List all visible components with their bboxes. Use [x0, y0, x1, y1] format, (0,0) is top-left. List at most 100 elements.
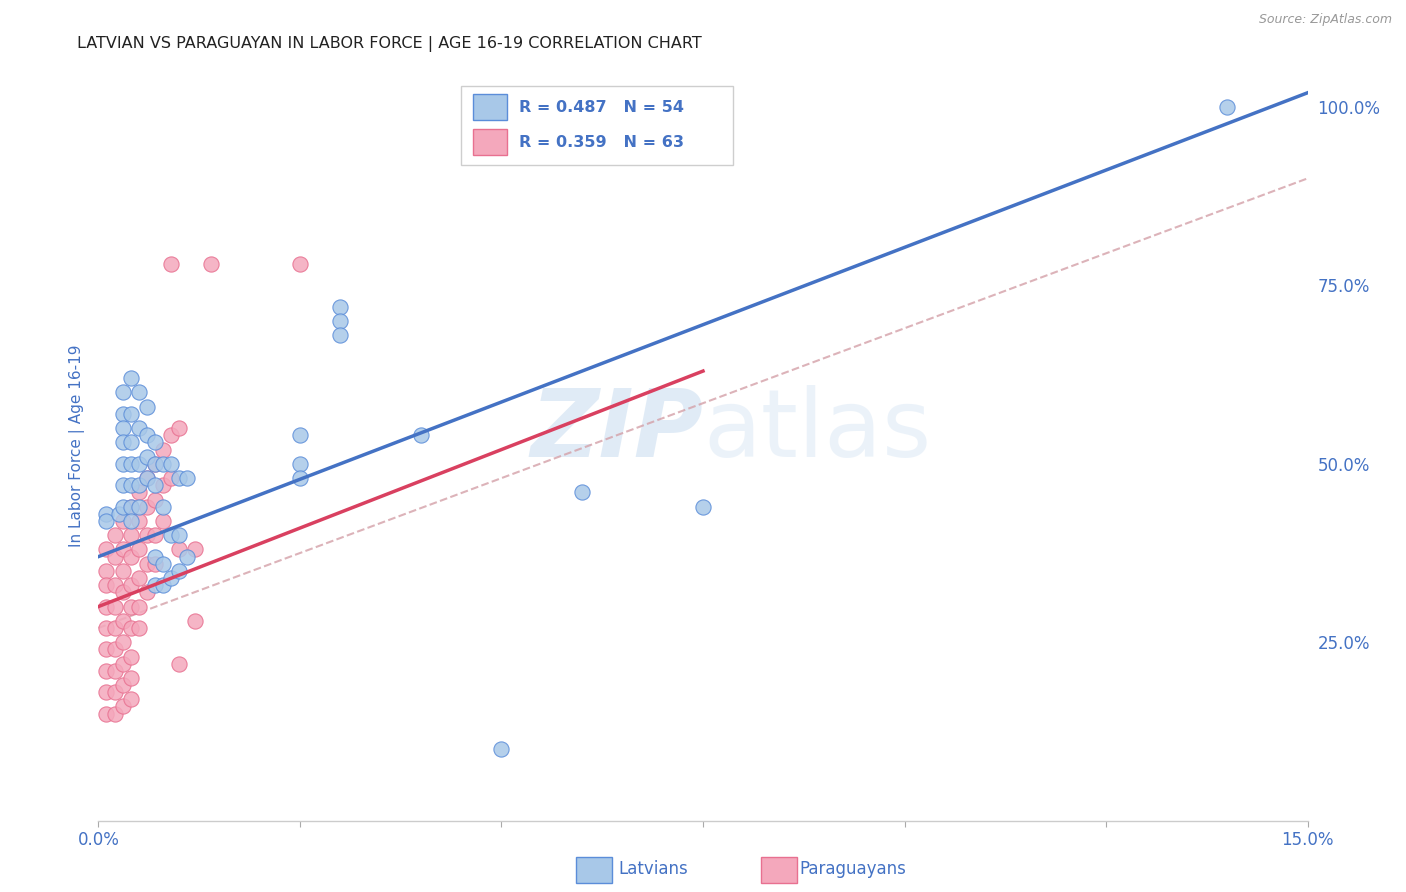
- Point: [120, 478, 142, 492]
- Point: [167, 542, 190, 557]
- Point: [96, 542, 118, 557]
- Point: [120, 649, 142, 664]
- Text: Latvians: Latvians: [619, 861, 688, 879]
- Point: [103, 685, 125, 699]
- Point: [160, 428, 183, 442]
- Point: [111, 635, 134, 649]
- Point: [329, 314, 352, 328]
- Point: [120, 671, 142, 685]
- FancyBboxPatch shape: [474, 129, 508, 155]
- Point: [329, 328, 352, 343]
- Point: [128, 621, 150, 635]
- Point: [160, 528, 183, 542]
- Point: [167, 564, 190, 578]
- Point: [160, 257, 183, 271]
- Point: [167, 471, 190, 485]
- Point: [120, 407, 142, 421]
- Point: [103, 664, 125, 678]
- Point: [120, 500, 142, 514]
- Y-axis label: In Labor Force | Age 16-19: In Labor Force | Age 16-19: [69, 344, 84, 548]
- Point: [135, 428, 157, 442]
- Point: [128, 500, 150, 514]
- Point: [128, 478, 150, 492]
- Point: [96, 706, 118, 721]
- Point: [111, 421, 134, 435]
- Point: [111, 435, 134, 450]
- Point: [571, 485, 593, 500]
- Point: [491, 742, 513, 756]
- Point: [103, 578, 125, 592]
- Point: [96, 685, 118, 699]
- Point: [111, 614, 134, 628]
- Point: [409, 428, 432, 442]
- Point: [96, 507, 118, 521]
- Point: [103, 621, 125, 635]
- Point: [135, 471, 157, 485]
- Point: [143, 578, 166, 592]
- Point: [111, 478, 134, 492]
- Point: [135, 471, 157, 485]
- Point: [152, 514, 174, 528]
- Point: [128, 421, 150, 435]
- Point: [120, 371, 142, 385]
- Point: [111, 542, 134, 557]
- Text: R = 0.359   N = 63: R = 0.359 N = 63: [519, 135, 685, 150]
- Point: [288, 428, 311, 442]
- Point: [160, 571, 183, 585]
- Point: [128, 485, 150, 500]
- Point: [103, 549, 125, 564]
- Point: [111, 514, 134, 528]
- Point: [128, 571, 150, 585]
- Point: [152, 557, 174, 571]
- Point: [288, 257, 311, 271]
- Point: [120, 549, 142, 564]
- Point: [120, 514, 142, 528]
- Point: [107, 507, 129, 521]
- Point: [1216, 100, 1239, 114]
- Text: R = 0.487   N = 54: R = 0.487 N = 54: [519, 100, 685, 115]
- Point: [111, 657, 134, 671]
- Point: [120, 500, 142, 514]
- Point: [96, 599, 118, 614]
- FancyBboxPatch shape: [761, 856, 797, 883]
- Point: [120, 435, 142, 450]
- Point: [152, 500, 174, 514]
- Point: [143, 528, 166, 542]
- Point: [200, 257, 222, 271]
- Point: [176, 471, 198, 485]
- Point: [111, 385, 134, 400]
- FancyBboxPatch shape: [474, 94, 508, 120]
- Point: [143, 435, 166, 450]
- Point: [120, 528, 142, 542]
- Point: [160, 457, 183, 471]
- Point: [128, 385, 150, 400]
- Point: [160, 471, 183, 485]
- Point: [128, 457, 150, 471]
- Point: [176, 549, 198, 564]
- Point: [143, 492, 166, 507]
- Point: [103, 528, 125, 542]
- Point: [103, 706, 125, 721]
- Point: [103, 642, 125, 657]
- Point: [96, 642, 118, 657]
- Point: [111, 457, 134, 471]
- FancyBboxPatch shape: [576, 856, 613, 883]
- Text: Paraguayans: Paraguayans: [800, 861, 907, 879]
- Point: [111, 564, 134, 578]
- Point: [152, 578, 174, 592]
- Point: [128, 514, 150, 528]
- Point: [111, 500, 134, 514]
- Point: [120, 599, 142, 614]
- Point: [288, 471, 311, 485]
- Point: [96, 514, 118, 528]
- Point: [135, 450, 157, 464]
- Point: [288, 457, 311, 471]
- Point: [135, 557, 157, 571]
- Point: [135, 500, 157, 514]
- Point: [120, 457, 142, 471]
- Point: [111, 585, 134, 599]
- Point: [111, 407, 134, 421]
- Point: [152, 442, 174, 457]
- Point: [111, 678, 134, 692]
- Point: [135, 528, 157, 542]
